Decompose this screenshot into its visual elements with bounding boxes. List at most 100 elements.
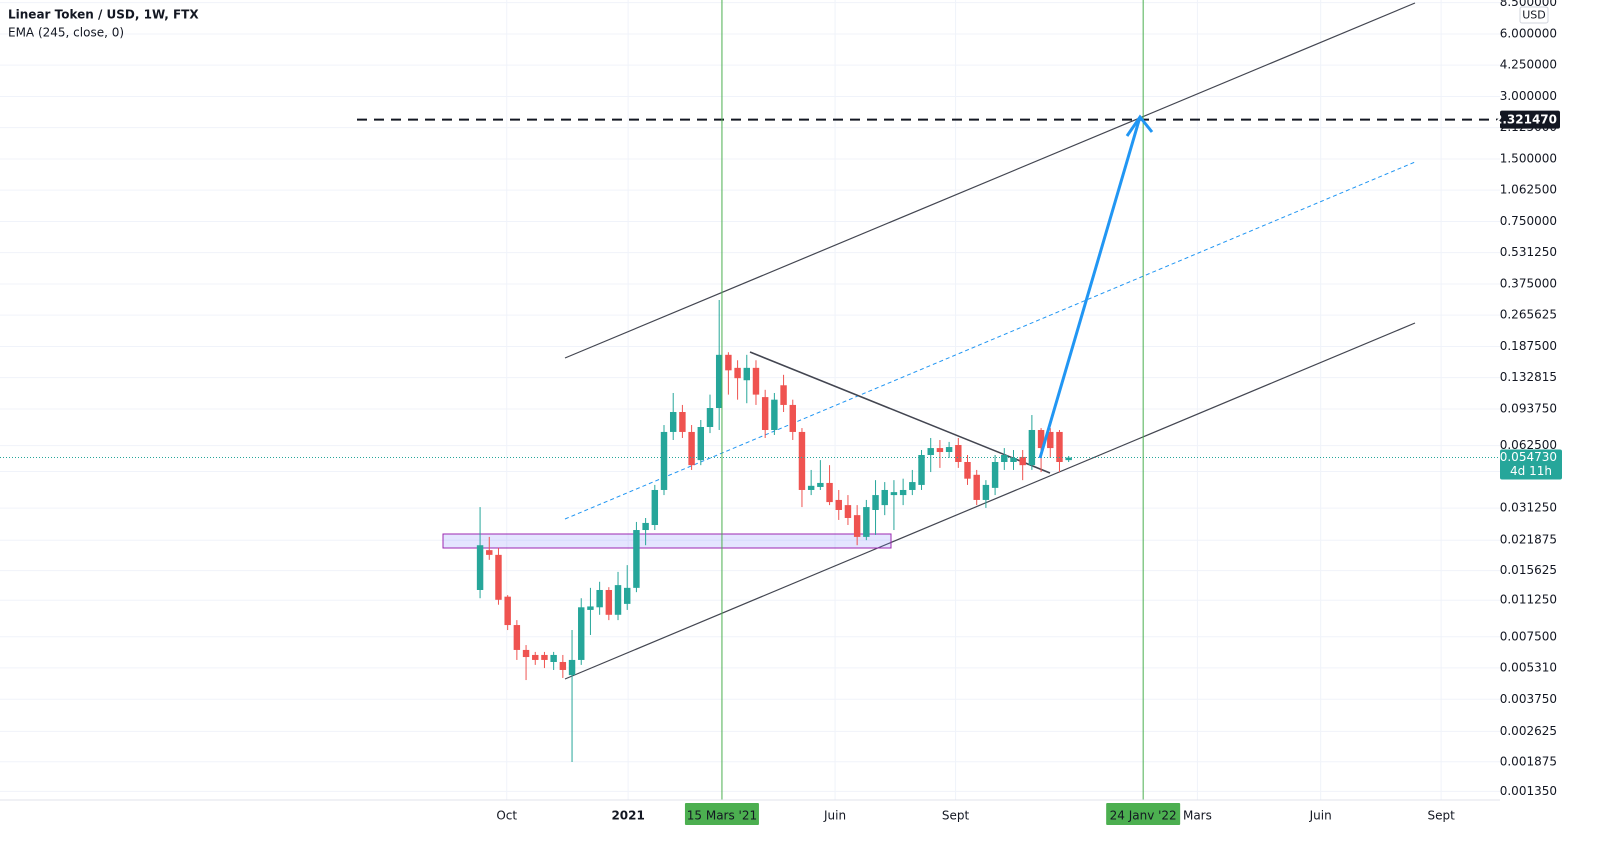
candle-body <box>624 587 631 604</box>
candle-body <box>1010 457 1017 462</box>
triangle-line <box>749 351 1051 474</box>
candle-body <box>835 499 842 510</box>
candle-body <box>890 492 898 496</box>
price-line-box <box>1500 110 1560 129</box>
y-tick-label: 0.001875 <box>1500 754 1557 768</box>
candle-body <box>936 448 944 453</box>
candle-body <box>807 485 815 490</box>
axis: 8.5000006.0000004.2500003.0000002.125000… <box>0 0 1562 825</box>
last-price-label: 0.054730 <box>1500 450 1557 464</box>
candle-body <box>899 489 907 496</box>
arrow-shaft <box>1038 116 1142 459</box>
candle-body <box>973 474 980 500</box>
x-tick-label: Mars <box>1183 809 1212 823</box>
marker-label: 15 Mars '21 <box>687 809 757 823</box>
candle-body <box>780 385 787 405</box>
candle-body <box>614 585 622 615</box>
x-tick-label: Juin <box>823 809 846 823</box>
candle-body <box>715 354 723 409</box>
candle-body <box>669 412 677 432</box>
y-tick-label: 6.000000 <box>1500 27 1557 41</box>
y-tick-label: 4.250000 <box>1500 58 1557 72</box>
channel-upper <box>564 2 1416 359</box>
y-tick-label: 1.500000 <box>1500 152 1557 166</box>
candle-body <box>844 505 852 518</box>
candle-body <box>605 589 613 615</box>
candle-body <box>743 367 750 381</box>
y-tick-label: 1.062500 <box>1500 183 1557 197</box>
y-tick-label: 0.003750 <box>1500 692 1557 706</box>
y-tick-label: 0.007500 <box>1500 629 1557 643</box>
candle-body <box>909 482 916 490</box>
candle-body <box>771 399 778 430</box>
y-tick-label: 0.011250 <box>1500 593 1557 607</box>
candle-body <box>853 515 861 537</box>
y-tick-label: 0.015625 <box>1500 563 1557 577</box>
candle-body <box>495 554 502 600</box>
y-tick-label: 0.750000 <box>1500 214 1557 228</box>
candle-body <box>789 404 796 432</box>
candle-body <box>982 484 990 500</box>
candle-body <box>651 489 659 526</box>
x-tick-label: Juin <box>1309 809 1332 823</box>
candle-body <box>725 354 732 371</box>
y-tick-label: 0.002625 <box>1500 724 1557 738</box>
chart-title: Linear Token / USD, 1W, FTX <box>8 8 199 22</box>
x-tick-label: Oct <box>496 809 517 823</box>
channel-mid <box>564 161 1416 520</box>
y-tick-label: 0.093750 <box>1500 402 1557 416</box>
candle-body <box>596 589 603 608</box>
candle-body <box>476 545 484 590</box>
y-tick-label: 0.062500 <box>1500 438 1557 452</box>
candle-body <box>881 489 888 506</box>
candle-body <box>991 461 999 488</box>
y-tick-label: 0.031250 <box>1500 501 1557 515</box>
candle-body <box>752 367 760 395</box>
y-tick-label: 0.021875 <box>1500 533 1557 547</box>
candle-body <box>734 367 741 379</box>
candle-body <box>541 654 548 660</box>
support-zone <box>442 533 892 549</box>
candle-body <box>578 607 585 660</box>
price-line-label: 2.321470 <box>1494 113 1557 127</box>
last-price-box <box>1500 449 1562 480</box>
candle-body <box>918 455 925 485</box>
candle-body <box>945 447 953 453</box>
candle-body <box>863 507 870 537</box>
y-tick-label: 0.187500 <box>1500 339 1557 353</box>
countdown-label: 4d 11h <box>1510 464 1552 478</box>
y-tick-label: 8.500000 <box>1500 0 1557 9</box>
currency-box[interactable] <box>1519 6 1549 24</box>
x-tick-label: 2021 <box>611 809 644 823</box>
projection-arrow <box>1038 114 1154 459</box>
candle-body <box>679 412 686 432</box>
candle-body <box>697 427 705 461</box>
candle-body <box>522 649 530 658</box>
currency-label: USD <box>1522 9 1546 22</box>
candle-body <box>486 550 493 555</box>
x-tick-label: Sept <box>1427 809 1455 823</box>
candle-body <box>1056 431 1063 462</box>
candle-body <box>817 482 824 487</box>
y-tick-label: 0.265625 <box>1500 308 1557 322</box>
candle-body <box>872 495 879 510</box>
marker-box <box>684 803 759 825</box>
y-tick-label: 0.001350 <box>1500 784 1557 798</box>
candle-body <box>1037 429 1045 449</box>
candle-body <box>927 448 934 456</box>
candle-body <box>706 408 714 428</box>
candle-body <box>550 654 557 662</box>
candle-body <box>761 397 769 430</box>
indicator-label: EMA (245, close, 0) <box>8 26 124 40</box>
y-tick-label: 0.132815 <box>1500 370 1557 384</box>
candle-body <box>688 431 695 466</box>
candle-body <box>1028 429 1036 466</box>
y-tick-label: 3.000000 <box>1500 89 1557 103</box>
arrow-head <box>1125 114 1154 137</box>
candle-body <box>1019 456 1026 466</box>
candle-body <box>964 461 971 479</box>
candle-body <box>587 606 594 610</box>
candle-body <box>532 654 539 660</box>
y-tick-label: 0.005310 <box>1500 660 1557 674</box>
